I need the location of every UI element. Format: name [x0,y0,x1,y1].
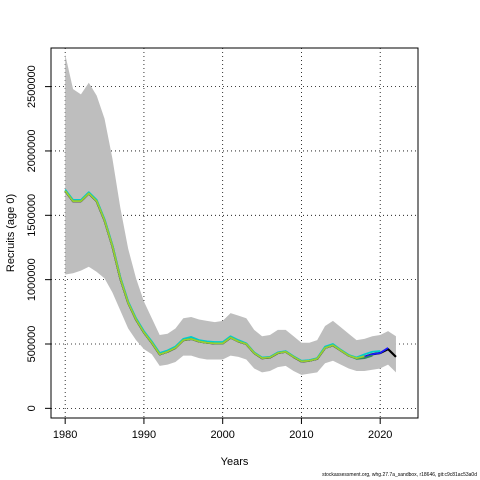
series-line-5 [64,190,365,363]
x-tick-label: 2020 [368,429,392,441]
y-tick-label: 500000 [26,326,38,363]
confidence-band [65,54,396,375]
plot-frame [50,47,419,419]
x-tick-label: 1990 [132,429,156,441]
y-tick-label: 2500000 [26,65,38,108]
x-tick-label: 1980 [53,429,77,441]
y-tick-label: 2000000 [26,130,38,173]
y-tick-label: 0 [26,405,38,411]
y-axis: 0 500000 1000000 1500000 2000000 2500000 [26,65,51,411]
y-tick-label: 1000000 [26,258,38,301]
x-axis-title: Years [221,456,249,468]
y-axis-title: Recruits (age 0) [5,194,17,272]
x-axis: 1980 1990 2000 2010 2020 [53,418,392,441]
footer-attribution: stockassessment.org, whg.27.7a_sandbox, … [322,472,477,478]
x-tick-label: 2000 [210,429,234,441]
confidence-band-layer [65,54,396,375]
y-tick-label: 1500000 [26,194,38,237]
series-layer [64,189,397,363]
x-tick-label: 2010 [289,429,313,441]
